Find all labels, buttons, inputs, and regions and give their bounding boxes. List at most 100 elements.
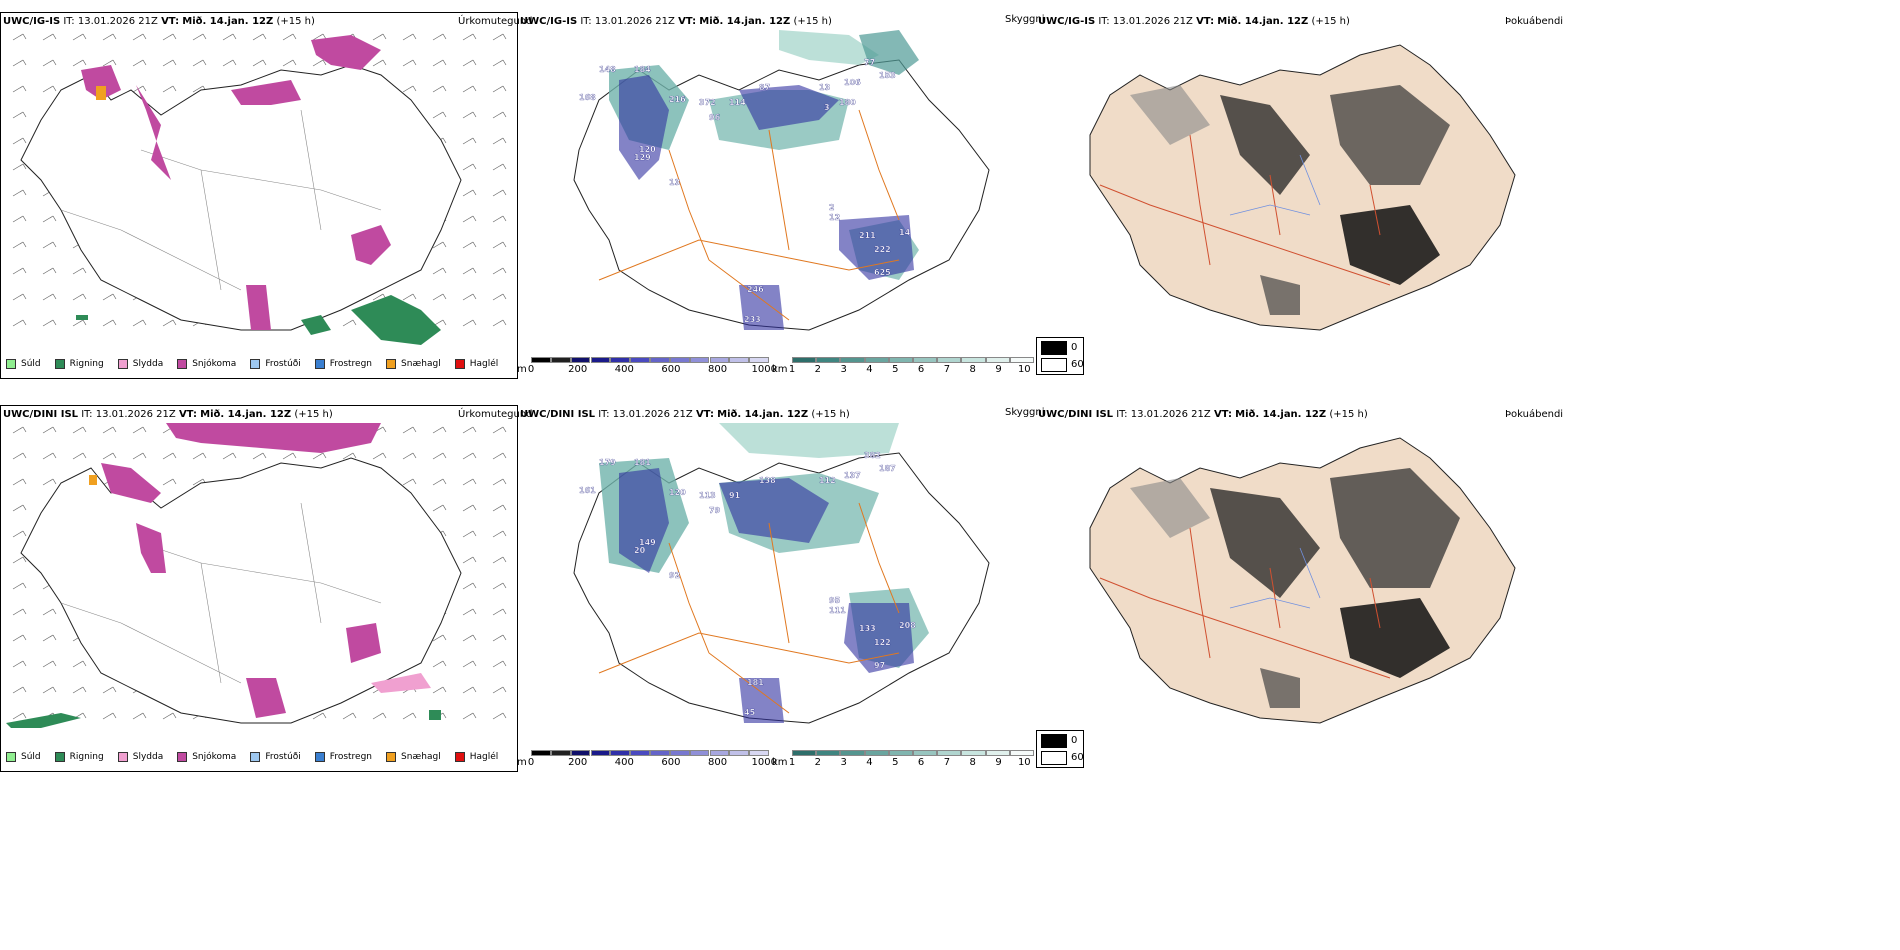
wind-barb bbox=[462, 556, 477, 564]
colorbar-tick: 9 bbox=[995, 364, 1002, 375]
legend-swatch bbox=[250, 359, 261, 369]
colorbar-unit: m bbox=[517, 757, 527, 768]
wind-barb bbox=[42, 267, 57, 275]
precip-type-title-top: Úrkomutegund bbox=[458, 16, 533, 27]
fog-legend-swatch bbox=[1041, 341, 1067, 355]
cloudbase-label: 208 bbox=[899, 621, 916, 630]
fog-legend-swatch bbox=[1041, 751, 1067, 765]
legend-swatch bbox=[454, 359, 465, 369]
legend-label: Frostúði bbox=[265, 359, 301, 369]
wind-barb bbox=[462, 293, 477, 301]
cloudbase-label: 114 bbox=[729, 98, 746, 107]
snow-area bbox=[246, 285, 271, 330]
cloudbase-label: 179 bbox=[599, 458, 616, 467]
wind-barb bbox=[42, 319, 57, 327]
legend-item: Súld bbox=[6, 752, 41, 762]
colorbar-tick: 1000 bbox=[751, 364, 777, 375]
roads bbox=[598, 502, 900, 714]
wind-barb bbox=[12, 267, 27, 275]
colorbar-segment bbox=[840, 357, 865, 363]
cloudbase-area bbox=[739, 285, 784, 330]
colorbar-tick: 10 bbox=[1017, 757, 1031, 768]
wind-barb bbox=[432, 478, 447, 486]
colorbar-segment bbox=[590, 750, 611, 756]
legend-item: Súld bbox=[6, 359, 41, 369]
wind-barb bbox=[282, 59, 297, 67]
wind-barb bbox=[12, 582, 27, 590]
wind-barb bbox=[492, 241, 507, 249]
wind-barb bbox=[42, 660, 57, 668]
legend-label: Haglél bbox=[469, 359, 499, 369]
wind-barb bbox=[162, 59, 177, 67]
colorbar-tick: 8 bbox=[969, 757, 976, 768]
colorbar-segment bbox=[816, 357, 841, 363]
wind-barb bbox=[402, 33, 417, 41]
cloudbase-label: 246 bbox=[747, 285, 764, 294]
fog-dark bbox=[1340, 598, 1450, 678]
snow-area bbox=[136, 523, 166, 573]
legend-swatch bbox=[314, 359, 325, 369]
wind-barb bbox=[372, 712, 387, 720]
fog-legend-swatch bbox=[1041, 358, 1067, 372]
wind-barb bbox=[462, 634, 477, 642]
wind-barb bbox=[492, 137, 507, 145]
legend-item: Haglél bbox=[454, 359, 499, 369]
rain-area bbox=[351, 295, 441, 345]
sleet-hail-area bbox=[89, 475, 97, 485]
cloudbase-area bbox=[739, 678, 784, 723]
fog-legend-swatch bbox=[1041, 734, 1067, 748]
colorbar-tick: 3 bbox=[840, 757, 847, 768]
wind-barb bbox=[492, 319, 507, 327]
cloudbase-label: 106 bbox=[844, 78, 861, 87]
cloud-header-top: UWC/IG-IS IT: 13.01.2026 21Z VT: Mið. 14… bbox=[520, 16, 832, 27]
wind-barb bbox=[12, 608, 27, 616]
wind-barb bbox=[462, 426, 477, 434]
legend-swatch bbox=[177, 359, 188, 369]
wind-barb bbox=[432, 660, 447, 668]
wind-barb bbox=[492, 504, 507, 512]
colorbar-tick: 9 bbox=[995, 757, 1002, 768]
vis-area bbox=[719, 423, 899, 458]
colorbar-segment bbox=[864, 357, 889, 363]
wind-barb bbox=[462, 452, 477, 460]
snow-area bbox=[81, 65, 121, 100]
roads bbox=[1099, 527, 1391, 679]
wind-barb bbox=[432, 686, 447, 694]
fog-map-top bbox=[1089, 44, 1516, 331]
wind-barb bbox=[492, 189, 507, 197]
fog-legend-bottom: 0 60 bbox=[1036, 730, 1084, 768]
wind-barb bbox=[42, 478, 57, 486]
colorbar-segment bbox=[550, 750, 571, 756]
wind-barb bbox=[462, 85, 477, 93]
wind-barb bbox=[132, 59, 147, 67]
wind-barb bbox=[102, 686, 117, 694]
wind-barb bbox=[492, 59, 507, 67]
wind-barb bbox=[462, 163, 477, 171]
wind-barb bbox=[462, 33, 477, 41]
legend-swatch bbox=[386, 752, 397, 762]
fog-legend-label: 60 bbox=[1071, 752, 1084, 763]
cloudbase-label: 211 bbox=[859, 231, 876, 240]
legend-label: Súld bbox=[21, 752, 41, 762]
legend-item: Frostúði bbox=[250, 752, 301, 762]
wind-barb bbox=[492, 556, 507, 564]
iceland-outline bbox=[1089, 44, 1516, 331]
colorbar-segment bbox=[888, 357, 913, 363]
fog-dark bbox=[1220, 95, 1310, 195]
cloudbase-area bbox=[739, 85, 839, 130]
legend-item: Rigning bbox=[54, 752, 104, 762]
fog-grey bbox=[1130, 85, 1210, 145]
vis-colorbar-top: km 1 2 3 4 5 6 7 8 9 10 bbox=[772, 357, 1034, 375]
wind-barb bbox=[402, 59, 417, 67]
wind-barb bbox=[462, 137, 477, 145]
wind-barb bbox=[492, 582, 507, 590]
vis-area bbox=[779, 30, 879, 65]
wind-barb bbox=[462, 582, 477, 590]
colorbar-segment bbox=[937, 357, 962, 363]
colorbar-segment bbox=[888, 750, 913, 756]
cloudbase-label: 181 bbox=[747, 678, 764, 687]
wind-barb bbox=[462, 267, 477, 275]
legend-swatch bbox=[314, 752, 325, 762]
legend-label: Slydda bbox=[132, 359, 164, 369]
